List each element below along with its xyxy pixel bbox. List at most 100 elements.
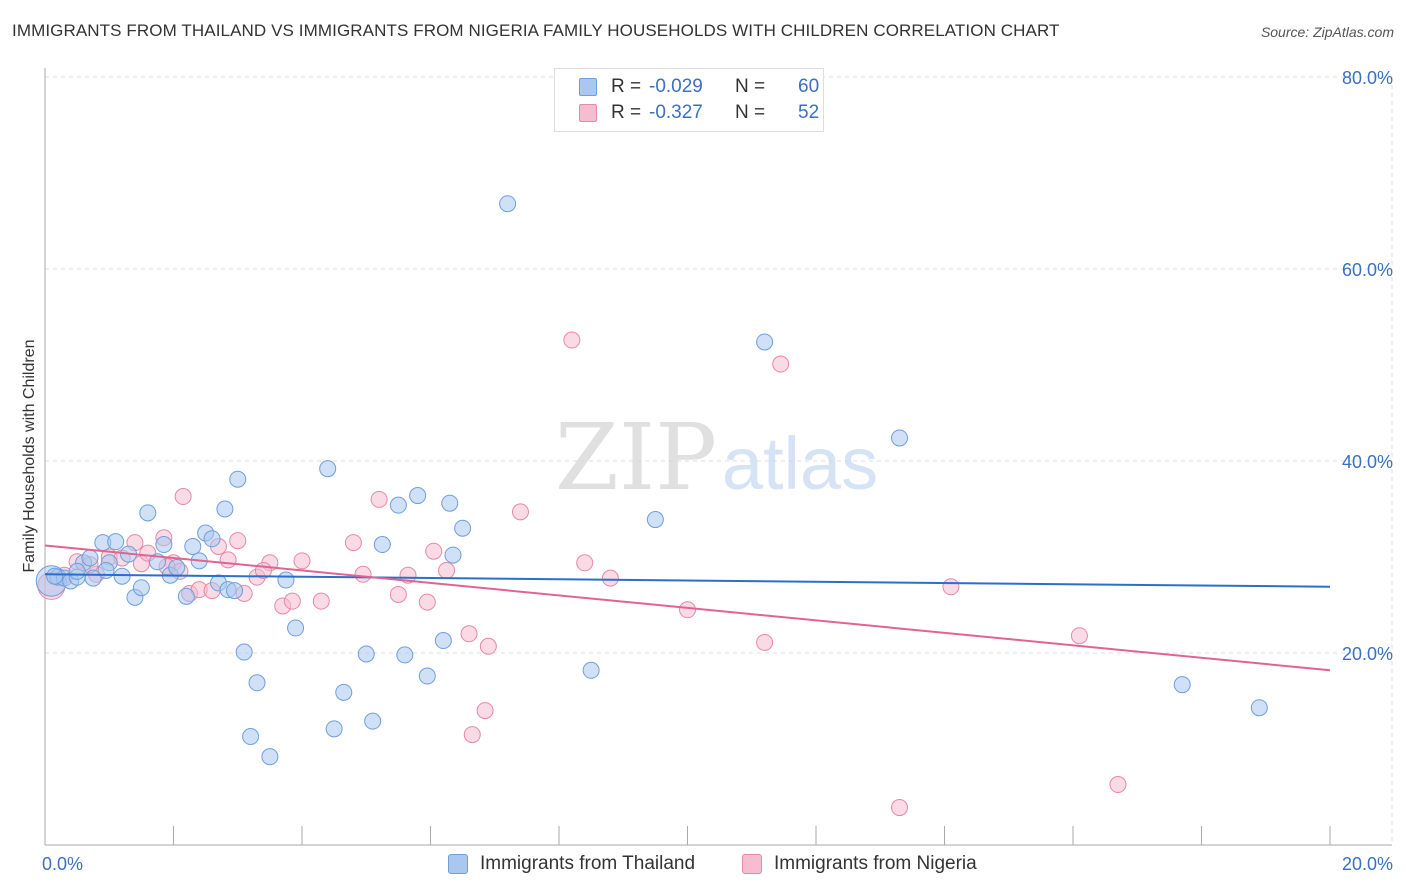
nigeria-point — [679, 601, 696, 619]
y-tick-label: 40.0% — [1342, 452, 1393, 472]
nigeria-point — [772, 355, 790, 373]
nigeria-point — [418, 593, 436, 611]
nigeria-point — [479, 637, 497, 655]
thailand-trend-line — [44, 573, 1331, 588]
y-tick-label: 60.0% — [1342, 260, 1393, 280]
thailand-point — [499, 195, 517, 213]
thailand-point — [373, 536, 391, 554]
thailand-point — [454, 519, 472, 537]
thailand-point — [177, 587, 195, 605]
y-tick-label: 20.0% — [1342, 644, 1393, 664]
nigeria-point — [1109, 776, 1127, 794]
nigeria-r-label: R = — [611, 102, 642, 123]
nigeria-n-label: N = — [735, 102, 766, 123]
thailand-point — [444, 546, 462, 564]
thailand-point — [756, 333, 774, 351]
nigeria-point — [174, 488, 192, 506]
nigeria-point — [460, 625, 478, 643]
thailand-point — [1173, 676, 1191, 694]
nigeria-point — [942, 578, 960, 596]
gridlines — [45, 76, 1393, 845]
nigeria-point — [438, 561, 456, 579]
thailand-point — [1250, 699, 1268, 717]
thailand-point — [113, 567, 131, 585]
nigeria-r-value: -0.327 — [649, 102, 703, 123]
thailand-swatch — [579, 78, 597, 96]
thailand-point — [107, 533, 125, 551]
nigeria-point — [399, 566, 417, 584]
legend-nigeria-label: Immigrants from Nigeria — [774, 853, 977, 874]
thailand-point — [184, 537, 202, 555]
y-tick-label: 80.0% — [1342, 68, 1393, 88]
nigeria-point — [293, 552, 311, 570]
nigeria-point — [1070, 627, 1088, 645]
nigeria-point — [425, 542, 443, 560]
nigeria-swatch — [579, 104, 597, 122]
thailand-point — [325, 720, 343, 738]
thailand-point — [441, 494, 459, 512]
thailand-point — [277, 571, 295, 589]
thailand-point — [248, 674, 266, 692]
nigeria-point — [891, 799, 909, 817]
thailand-point — [155, 536, 173, 554]
source-label: Source: ZipAtlas.com — [1260, 24, 1394, 40]
thailand-point — [261, 748, 279, 766]
nigeria-point — [370, 490, 388, 508]
axes — [44, 68, 1392, 846]
y-axis-label: Family Households with Children — [21, 340, 38, 573]
x-tick-label: 0.0% — [42, 854, 83, 874]
thailand-point — [139, 504, 157, 522]
thailand-point — [389, 496, 407, 514]
nigeria-point — [601, 569, 619, 587]
legend-nigeria-swatch — [742, 854, 762, 874]
nigeria-point — [219, 551, 237, 569]
legend-thailand-label: Immigrants from Thailand — [480, 853, 696, 874]
thailand-point — [235, 643, 253, 661]
watermark: ZIP atlas — [555, 404, 878, 511]
nigeria-point — [312, 592, 330, 610]
chart-title: IMMIGRANTS FROM THAILAND VS IMMIGRANTS F… — [12, 21, 1060, 40]
nigeria-point — [756, 633, 774, 651]
thailand-r-label: R = — [611, 76, 642, 97]
tick-labels: 20.0% 40.0% 60.0% 80.0% 0.0% 20.0% — [42, 68, 1393, 874]
thailand-point — [434, 632, 452, 650]
thailand-point — [287, 619, 305, 637]
thailand-point — [319, 460, 337, 478]
thailand-points — [35, 195, 1268, 766]
thailand-point — [357, 645, 375, 663]
nigeria-n-value: 52 — [798, 102, 820, 123]
nigeria-point — [576, 554, 594, 572]
thailand-point — [364, 712, 382, 730]
thailand-point — [148, 553, 166, 571]
nigeria-point — [229, 532, 247, 550]
thailand-n-label: N = — [735, 76, 766, 97]
stats-legend: R = -0.029 N = 60 R = -0.327 N = 52 — [554, 68, 824, 132]
thailand-point — [168, 559, 186, 577]
watermark-zip: ZIP — [555, 404, 717, 511]
thailand-point — [216, 500, 234, 518]
thailand-point — [81, 549, 99, 567]
nigeria-point — [283, 592, 301, 610]
nigeria-point — [511, 503, 529, 521]
nigeria-point — [563, 331, 581, 349]
thailand-n-value: 60 — [798, 76, 820, 97]
trend-lines — [44, 544, 1331, 672]
thailand-point — [242, 728, 260, 746]
thailand-point — [396, 646, 414, 664]
legend-thailand-swatch — [448, 854, 468, 874]
nigeria-point — [463, 726, 481, 744]
nigeria-trend-line — [44, 544, 1331, 672]
thailand-point — [203, 530, 221, 548]
thailand-r-value: -0.029 — [649, 76, 703, 97]
thailand-point — [409, 487, 427, 505]
nigeria-point — [354, 565, 372, 583]
thailand-point — [891, 429, 909, 447]
thailand-point — [68, 562, 86, 580]
thailand-point — [46, 567, 64, 585]
thailand-point — [132, 579, 150, 597]
watermark-atlas: atlas — [722, 422, 878, 505]
x-tick-label: 20.0% — [1342, 854, 1393, 874]
nigeria-point — [476, 702, 494, 720]
thailand-point — [97, 561, 115, 579]
